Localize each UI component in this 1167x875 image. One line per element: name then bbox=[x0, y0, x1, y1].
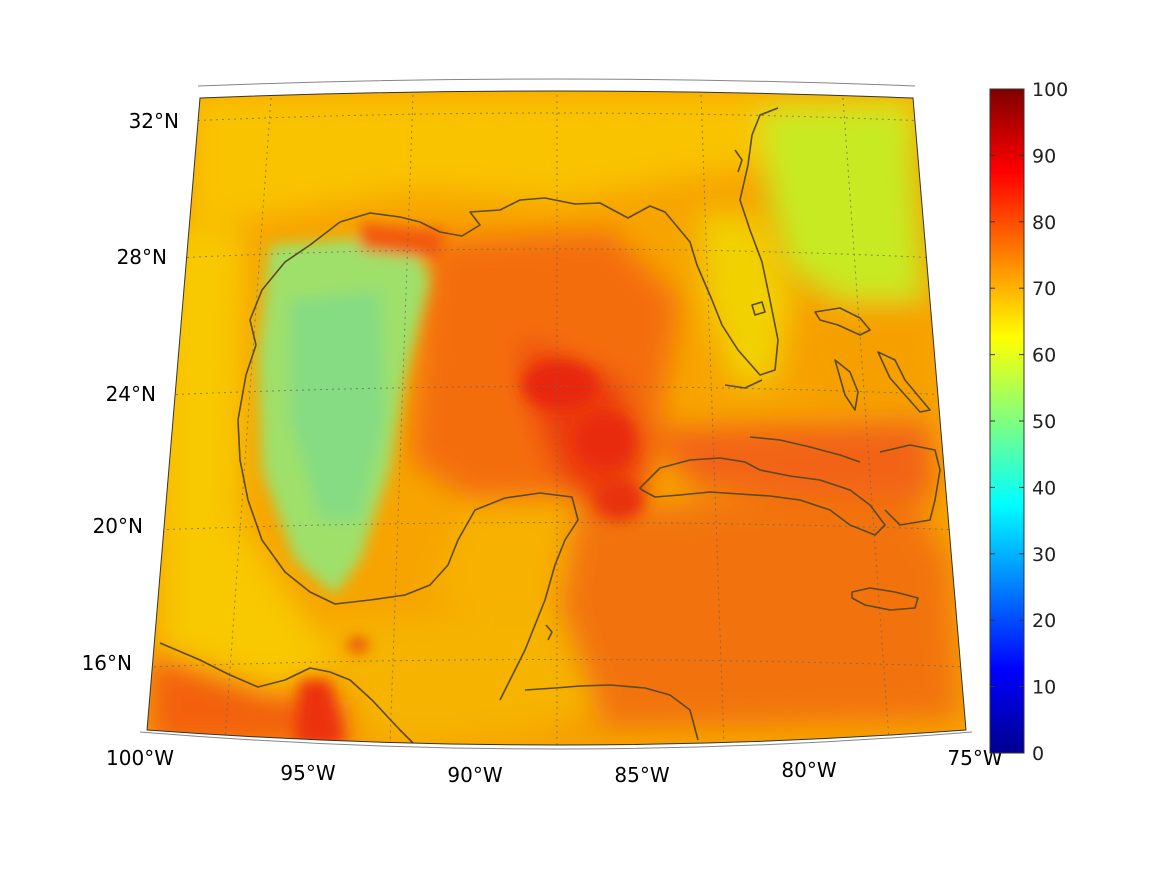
colorbar-tick-label: 90 bbox=[1032, 145, 1056, 167]
lat-tick-32: 32°N bbox=[129, 109, 179, 133]
colorbar-tick-label: 60 bbox=[1032, 345, 1056, 367]
coastlines bbox=[159, 107, 941, 745]
colorbar-tick-label: 0 bbox=[1032, 743, 1044, 765]
lon-tick-95: 95°W bbox=[280, 761, 335, 785]
lon-tick-85: 85°W bbox=[614, 763, 669, 787]
longitude-labels: 100°W 95°W 90°W 85°W 80°W 75°W bbox=[106, 746, 1003, 787]
colorbar-tick-label: 40 bbox=[1032, 477, 1056, 499]
lat-tick-20: 20°N bbox=[93, 514, 143, 538]
lon-tick-80: 80°W bbox=[781, 758, 836, 782]
latitude-labels: 32°N 28°N 24°N 20°N 16°N bbox=[82, 109, 179, 675]
colorbar-tick-label: 100 bbox=[1032, 79, 1068, 101]
lon-tick-90: 90°W bbox=[447, 763, 502, 787]
colorbar-tick-label: 10 bbox=[1032, 677, 1056, 699]
colorbar-ticks bbox=[990, 88, 1024, 754]
colorbar-tick-label: 30 bbox=[1032, 544, 1056, 566]
map-field bbox=[147, 91, 966, 745]
colorbar-tick-label: 80 bbox=[1032, 212, 1056, 234]
lat-tick-16: 16°N bbox=[82, 651, 132, 675]
graticule bbox=[147, 94, 966, 745]
colorbar-tick-label: 70 bbox=[1032, 278, 1056, 300]
lat-tick-24: 24°N bbox=[106, 382, 156, 406]
lon-tick-100: 100°W bbox=[106, 746, 174, 770]
colorbar-tick-label: 20 bbox=[1032, 610, 1056, 632]
colorbar-gradient bbox=[989, 88, 1025, 754]
lat-tick-28: 28°N bbox=[117, 245, 167, 269]
colorbar-tick-label: 50 bbox=[1032, 411, 1056, 433]
map-frame bbox=[139, 78, 973, 750]
